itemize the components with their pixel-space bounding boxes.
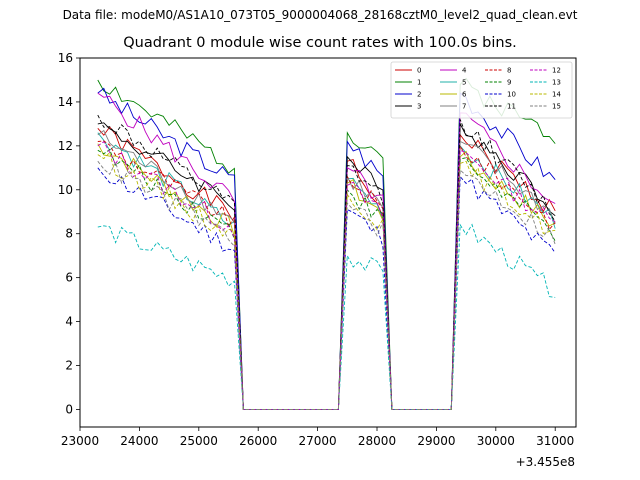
legend-label-15: 15	[552, 103, 561, 111]
legend-label-5: 5	[462, 79, 466, 87]
y-tick-label: 2	[65, 359, 73, 373]
legend-label-2: 2	[417, 91, 421, 99]
x-tick-label: 25000	[180, 434, 218, 448]
x-tick-label: 26000	[239, 434, 277, 448]
x-tick-label: 23000	[61, 434, 99, 448]
series-line-3	[97, 122, 556, 410]
y-tick-label: 16	[58, 51, 73, 65]
y-tick-label: 6	[65, 271, 73, 285]
legend-label-12: 12	[552, 67, 561, 75]
legend-label-3: 3	[417, 103, 421, 111]
legend-label-0: 0	[417, 67, 421, 75]
x-tick-label: 28000	[358, 434, 396, 448]
x-tick-label: 27000	[299, 434, 337, 448]
x-tick-label: 31000	[536, 434, 574, 448]
legend-label-11: 11	[507, 103, 516, 111]
y-tick-label: 4	[65, 315, 73, 329]
chart-supertitle: Data file: modeM0/AS1A10_073T05_90000040…	[62, 8, 578, 22]
y-axis: 0 2 4 6 8 10 12 14 16	[58, 51, 80, 416]
series-line-1	[97, 77, 556, 410]
x-tick-label: 29000	[417, 434, 455, 448]
series-line-4	[97, 92, 556, 410]
plot-area	[97, 77, 556, 410]
legend-box	[390, 61, 573, 119]
series-line-15	[97, 160, 556, 410]
legend-label-10: 10	[507, 91, 516, 99]
legend-label-7: 7	[462, 103, 466, 111]
x-tick-label: 24000	[120, 434, 158, 448]
series-line-14	[97, 151, 556, 410]
y-tick-label: 10	[58, 183, 73, 197]
axes-frame	[79, 57, 577, 428]
series-line-13	[97, 223, 556, 410]
x-axis: 23000 24000 25000 26000 27000 28000 29000 30000…	[61, 427, 574, 448]
legend-label-13: 13	[552, 79, 561, 87]
legend-label-4: 4	[462, 67, 467, 75]
y-tick-label: 12	[58, 139, 73, 153]
y-tick-label: 0	[65, 402, 73, 416]
series-line-2	[97, 87, 556, 410]
y-tick-label: 14	[58, 95, 73, 109]
legend-label-14: 14	[552, 91, 561, 99]
y-tick-label: 8	[65, 227, 73, 241]
series-line-0	[97, 126, 556, 410]
x-tick-label: 30000	[477, 434, 515, 448]
x-axis-offset-label: +3.455e8	[516, 455, 575, 469]
chart-title: Quadrant 0 module wise count rates with …	[123, 35, 517, 51]
series-line-10	[97, 167, 556, 410]
legend-label-6: 6	[462, 91, 467, 99]
series-line-7	[97, 129, 556, 410]
series-line-11	[97, 114, 556, 410]
legend-label-1: 1	[417, 79, 421, 87]
legend-label-9: 9	[507, 79, 511, 87]
legend-label-8: 8	[507, 67, 511, 75]
